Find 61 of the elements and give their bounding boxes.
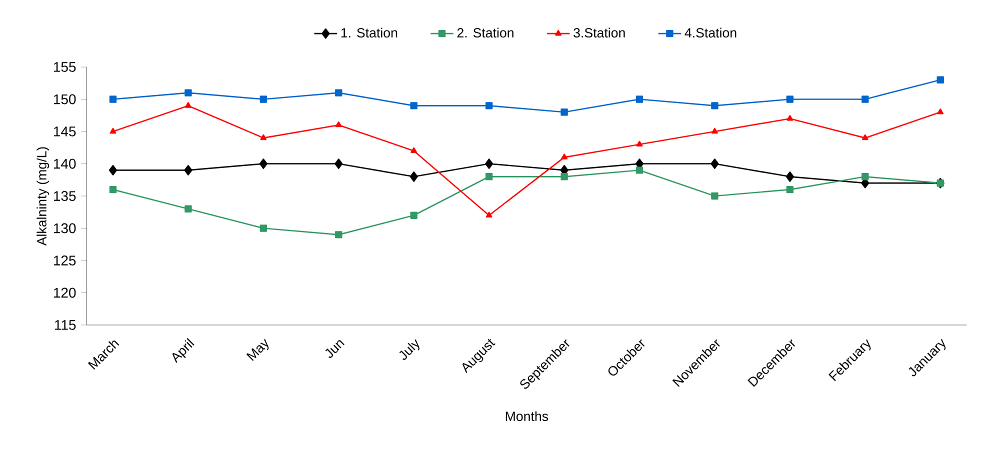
- legend-label: 4.Station: [684, 28, 736, 38]
- point: [636, 166, 644, 174]
- point: [485, 102, 493, 110]
- point: [184, 205, 192, 212]
- point: [185, 102, 192, 108]
- point: [710, 158, 719, 169]
- point: [410, 147, 418, 153]
- y-axis-title: Alkalninty (mg/L): [36, 147, 50, 246]
- point: [561, 154, 568, 160]
- point: [636, 140, 643, 147]
- point: [862, 134, 868, 140]
- legend-label: 3.Station: [574, 28, 625, 38]
- legend-label: 1. Station: [341, 28, 398, 38]
- point: [335, 89, 342, 96]
- y-tick-label: 125: [54, 256, 76, 266]
- x-tick-label: July: [399, 339, 420, 360]
- point: [260, 96, 268, 103]
- point: [260, 134, 267, 140]
- point: [862, 96, 869, 103]
- x-tick-label: May: [246, 338, 269, 361]
- point: [184, 164, 192, 176]
- point: [259, 158, 268, 169]
- point: [109, 96, 117, 103]
- point: [937, 108, 944, 114]
- point: [786, 114, 794, 121]
- x-tick-label: Jun: [325, 340, 345, 358]
- point: [410, 171, 418, 182]
- y-tick-label: 120: [54, 288, 76, 298]
- point: [560, 108, 568, 116]
- point: [110, 128, 116, 134]
- point: [560, 173, 568, 180]
- y-tick-label: 130: [54, 223, 76, 234]
- point: [711, 102, 718, 110]
- point: [485, 158, 494, 169]
- y-tick-label: 115: [55, 320, 76, 330]
- point: [334, 158, 343, 169]
- point: [109, 186, 117, 194]
- point: [410, 212, 418, 219]
- y-tick-label: 140: [54, 158, 76, 169]
- point: [786, 186, 794, 194]
- y-tick-label: 150: [54, 94, 76, 104]
- point: [335, 231, 342, 238]
- point: [410, 102, 418, 110]
- point: [184, 89, 192, 96]
- point: [636, 96, 644, 103]
- point: [786, 171, 794, 182]
- point: [936, 76, 944, 84]
- point: [485, 173, 493, 180]
- point: [260, 224, 268, 232]
- point: [862, 173, 869, 180]
- x-axis-title: Months: [506, 411, 548, 422]
- legend-label: 2. Station: [457, 28, 514, 38]
- y-tick-label: 145: [54, 126, 76, 136]
- point: [108, 164, 118, 176]
- point: [786, 96, 794, 103]
- point: [711, 192, 718, 200]
- y-tick-label: 135: [54, 191, 76, 201]
- point: [335, 121, 342, 128]
- point: [712, 128, 718, 134]
- point: [486, 212, 492, 218]
- y-tick-label: 155: [54, 62, 76, 72]
